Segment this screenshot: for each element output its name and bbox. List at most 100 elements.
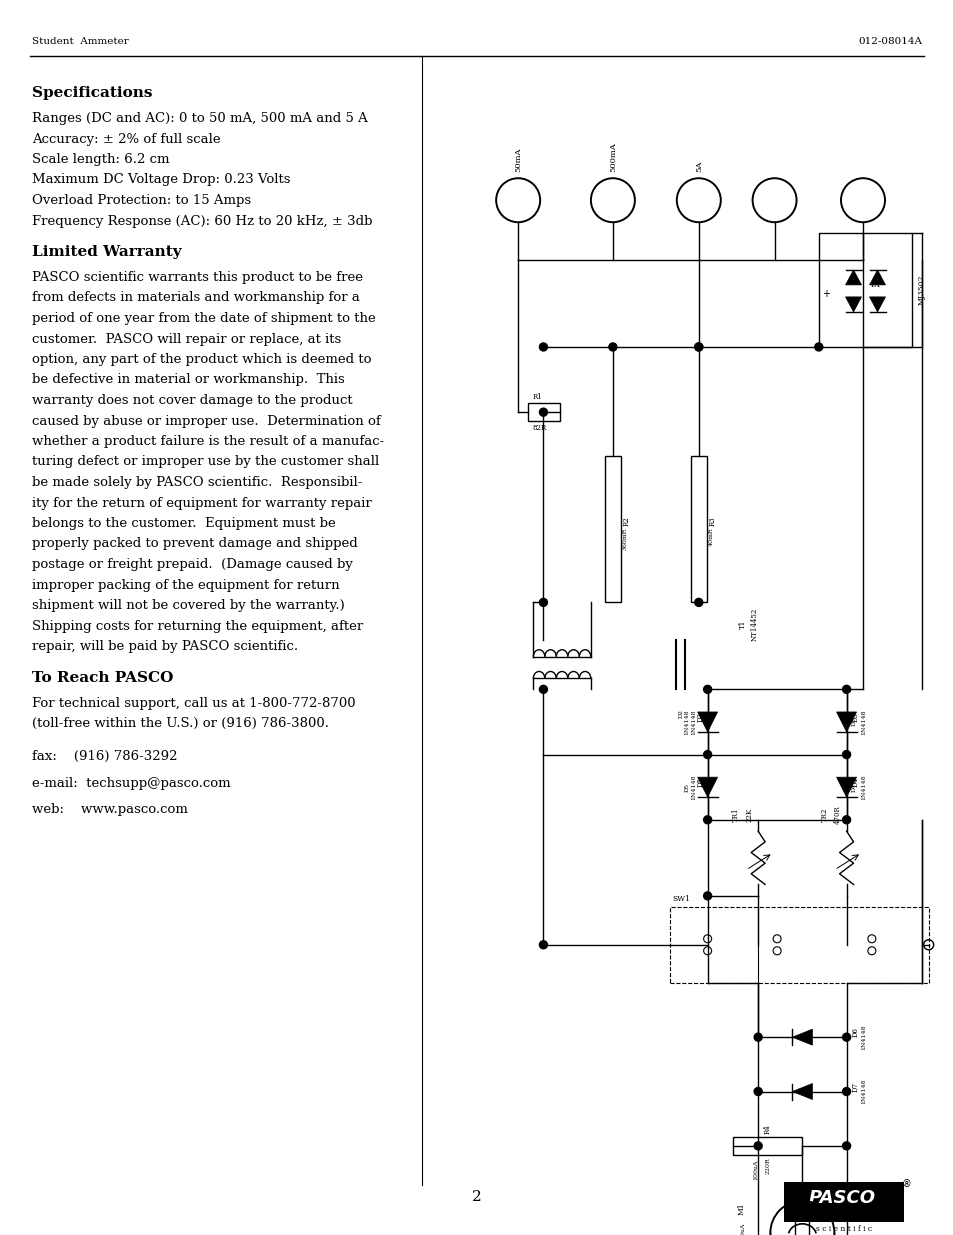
Text: 5A: 5A — [694, 161, 702, 172]
Circle shape — [703, 751, 711, 758]
Text: Limited Warranty: Limited Warranty — [32, 245, 181, 259]
Text: 220R: 220R — [764, 1158, 769, 1174]
Text: Overload Protection: to 15 Amps: Overload Protection: to 15 Amps — [32, 194, 251, 207]
Text: M1: M1 — [737, 1203, 744, 1215]
Text: 360mR: 360mR — [622, 527, 627, 550]
Circle shape — [754, 1142, 761, 1150]
Circle shape — [841, 1034, 850, 1041]
Circle shape — [703, 685, 711, 693]
Text: T1: T1 — [739, 620, 746, 629]
Text: 1N4148: 1N4148 — [690, 774, 696, 800]
Text: shipment will not be covered by the warranty.): shipment will not be covered by the warr… — [32, 599, 344, 613]
Text: D6: D6 — [851, 1028, 859, 1037]
Circle shape — [841, 685, 850, 693]
Text: ity for the return of equipment for warranty repair: ity for the return of equipment for warr… — [32, 496, 372, 510]
Circle shape — [841, 1142, 850, 1150]
Circle shape — [694, 343, 702, 351]
Text: period of one year from the date of shipment to the: period of one year from the date of ship… — [32, 312, 375, 325]
Circle shape — [754, 1088, 761, 1095]
Text: Ranges (DC and AC): 0 to 50 mA, 500 mA and 5 A: Ranges (DC and AC): 0 to 50 mA, 500 mA a… — [32, 112, 367, 125]
Text: 1N4148: 1N4148 — [861, 709, 865, 735]
Bar — [528, 403, 559, 421]
Circle shape — [538, 941, 547, 948]
Text: TR2: TR2 — [820, 808, 828, 823]
Text: 82R: 82R — [532, 424, 546, 432]
Text: 22K: 22K — [744, 808, 752, 823]
Circle shape — [694, 599, 702, 606]
Bar — [669, 906, 927, 983]
Polygon shape — [836, 777, 856, 797]
Polygon shape — [868, 296, 884, 312]
Text: D2
1N4148: D2 1N4148 — [679, 709, 689, 735]
Text: belongs to the customer.  Equipment must be: belongs to the customer. Equipment must … — [32, 517, 335, 530]
Text: improper packing of the equipment for return: improper packing of the equipment for re… — [32, 578, 339, 592]
Text: be made solely by PASCO scientific.  Responsibil-: be made solely by PASCO scientific. Resp… — [32, 475, 362, 489]
Text: 1N4148: 1N4148 — [861, 774, 865, 800]
Text: warranty does not cover damage to the product: warranty does not cover damage to the pr… — [32, 394, 353, 408]
Text: R3: R3 — [708, 516, 716, 526]
Circle shape — [608, 343, 617, 351]
Text: (toll-free within the U.S.) or (916) 786-3800.: (toll-free within the U.S.) or (916) 786… — [32, 718, 329, 730]
Text: D3: D3 — [851, 713, 859, 722]
Text: be defective in material or workmanship.  This: be defective in material or workmanship.… — [32, 373, 344, 387]
Text: postage or freight prepaid.  (Damage caused by: postage or freight prepaid. (Damage caus… — [32, 558, 353, 571]
Text: Accuracy: ± 2% of full scale: Accuracy: ± 2% of full scale — [32, 132, 220, 146]
Text: 2: 2 — [472, 1191, 481, 1204]
Text: PASCO scientific warrants this product to be free: PASCO scientific warrants this product t… — [32, 270, 363, 284]
Circle shape — [694, 343, 702, 351]
Circle shape — [703, 892, 711, 900]
Text: For technical support, call us at 1-800-772-8700: For technical support, call us at 1-800-… — [32, 697, 355, 709]
Text: R1: R1 — [532, 393, 541, 401]
Polygon shape — [697, 777, 717, 797]
Text: D3: D3 — [851, 718, 856, 726]
Text: web:    www.pasco.com: web: www.pasco.com — [32, 804, 188, 816]
Polygon shape — [868, 270, 884, 285]
Polygon shape — [697, 711, 717, 732]
Text: 500mA: 500mA — [608, 142, 617, 172]
Text: 1N4148: 1N4148 — [861, 1024, 865, 1050]
Circle shape — [841, 816, 850, 824]
Text: TR1: TR1 — [731, 808, 740, 823]
Polygon shape — [836, 711, 856, 732]
Circle shape — [538, 685, 547, 693]
Bar — [818, 233, 911, 347]
Text: 50mA: 50mA — [514, 148, 521, 172]
Text: caused by abuse or improper use.  Determination of: caused by abuse or improper use. Determi… — [32, 415, 380, 427]
Text: D5: D5 — [684, 783, 689, 792]
Text: ®: ® — [901, 1179, 911, 1189]
Circle shape — [538, 343, 547, 351]
Text: D2: D2 — [696, 711, 704, 722]
Text: from defects in materials and workmanship for a: from defects in materials and workmanshi… — [32, 291, 359, 305]
Text: R2: R2 — [622, 516, 630, 526]
Polygon shape — [792, 1029, 812, 1045]
Text: 012-08014A: 012-08014A — [857, 37, 921, 47]
Text: D1: D1 — [870, 280, 881, 289]
Text: Specifications: Specifications — [32, 86, 152, 100]
Text: PASCO: PASCO — [807, 1189, 875, 1207]
Circle shape — [754, 1034, 761, 1041]
Text: +: + — [821, 289, 829, 299]
Text: Student  Ammeter: Student Ammeter — [32, 37, 129, 47]
Text: SW1: SW1 — [672, 894, 690, 903]
Text: D7: D7 — [851, 1082, 859, 1092]
Text: Scale length: 6.2 cm: Scale length: 6.2 cm — [32, 153, 170, 165]
Circle shape — [538, 409, 547, 416]
Polygon shape — [792, 1083, 812, 1099]
Text: Maximum DC Voltage Drop: 0.23 Volts: Maximum DC Voltage Drop: 0.23 Volts — [32, 173, 291, 186]
Circle shape — [814, 343, 821, 351]
Text: properly packed to prevent damage and shipped: properly packed to prevent damage and sh… — [32, 537, 357, 551]
Text: D4: D4 — [851, 777, 859, 787]
Polygon shape — [844, 296, 861, 312]
Text: 100uA: 100uA — [752, 1160, 758, 1181]
Text: 100uA: 100uA — [740, 1223, 744, 1235]
Bar — [783, 1182, 903, 1221]
Text: To Reach PASCO: To Reach PASCO — [32, 671, 173, 684]
Text: R4: R4 — [762, 1124, 771, 1134]
Polygon shape — [844, 270, 861, 285]
Bar — [732, 1137, 801, 1155]
Circle shape — [841, 751, 850, 758]
Text: customer.  PASCO will repair or replace, at its: customer. PASCO will repair or replace, … — [32, 332, 341, 346]
Text: Shipping costs for returning the equipment, after: Shipping costs for returning the equipme… — [32, 620, 363, 632]
Bar — [690, 456, 706, 603]
Text: option, any part of the product which is deemed to: option, any part of the product which is… — [32, 353, 371, 366]
